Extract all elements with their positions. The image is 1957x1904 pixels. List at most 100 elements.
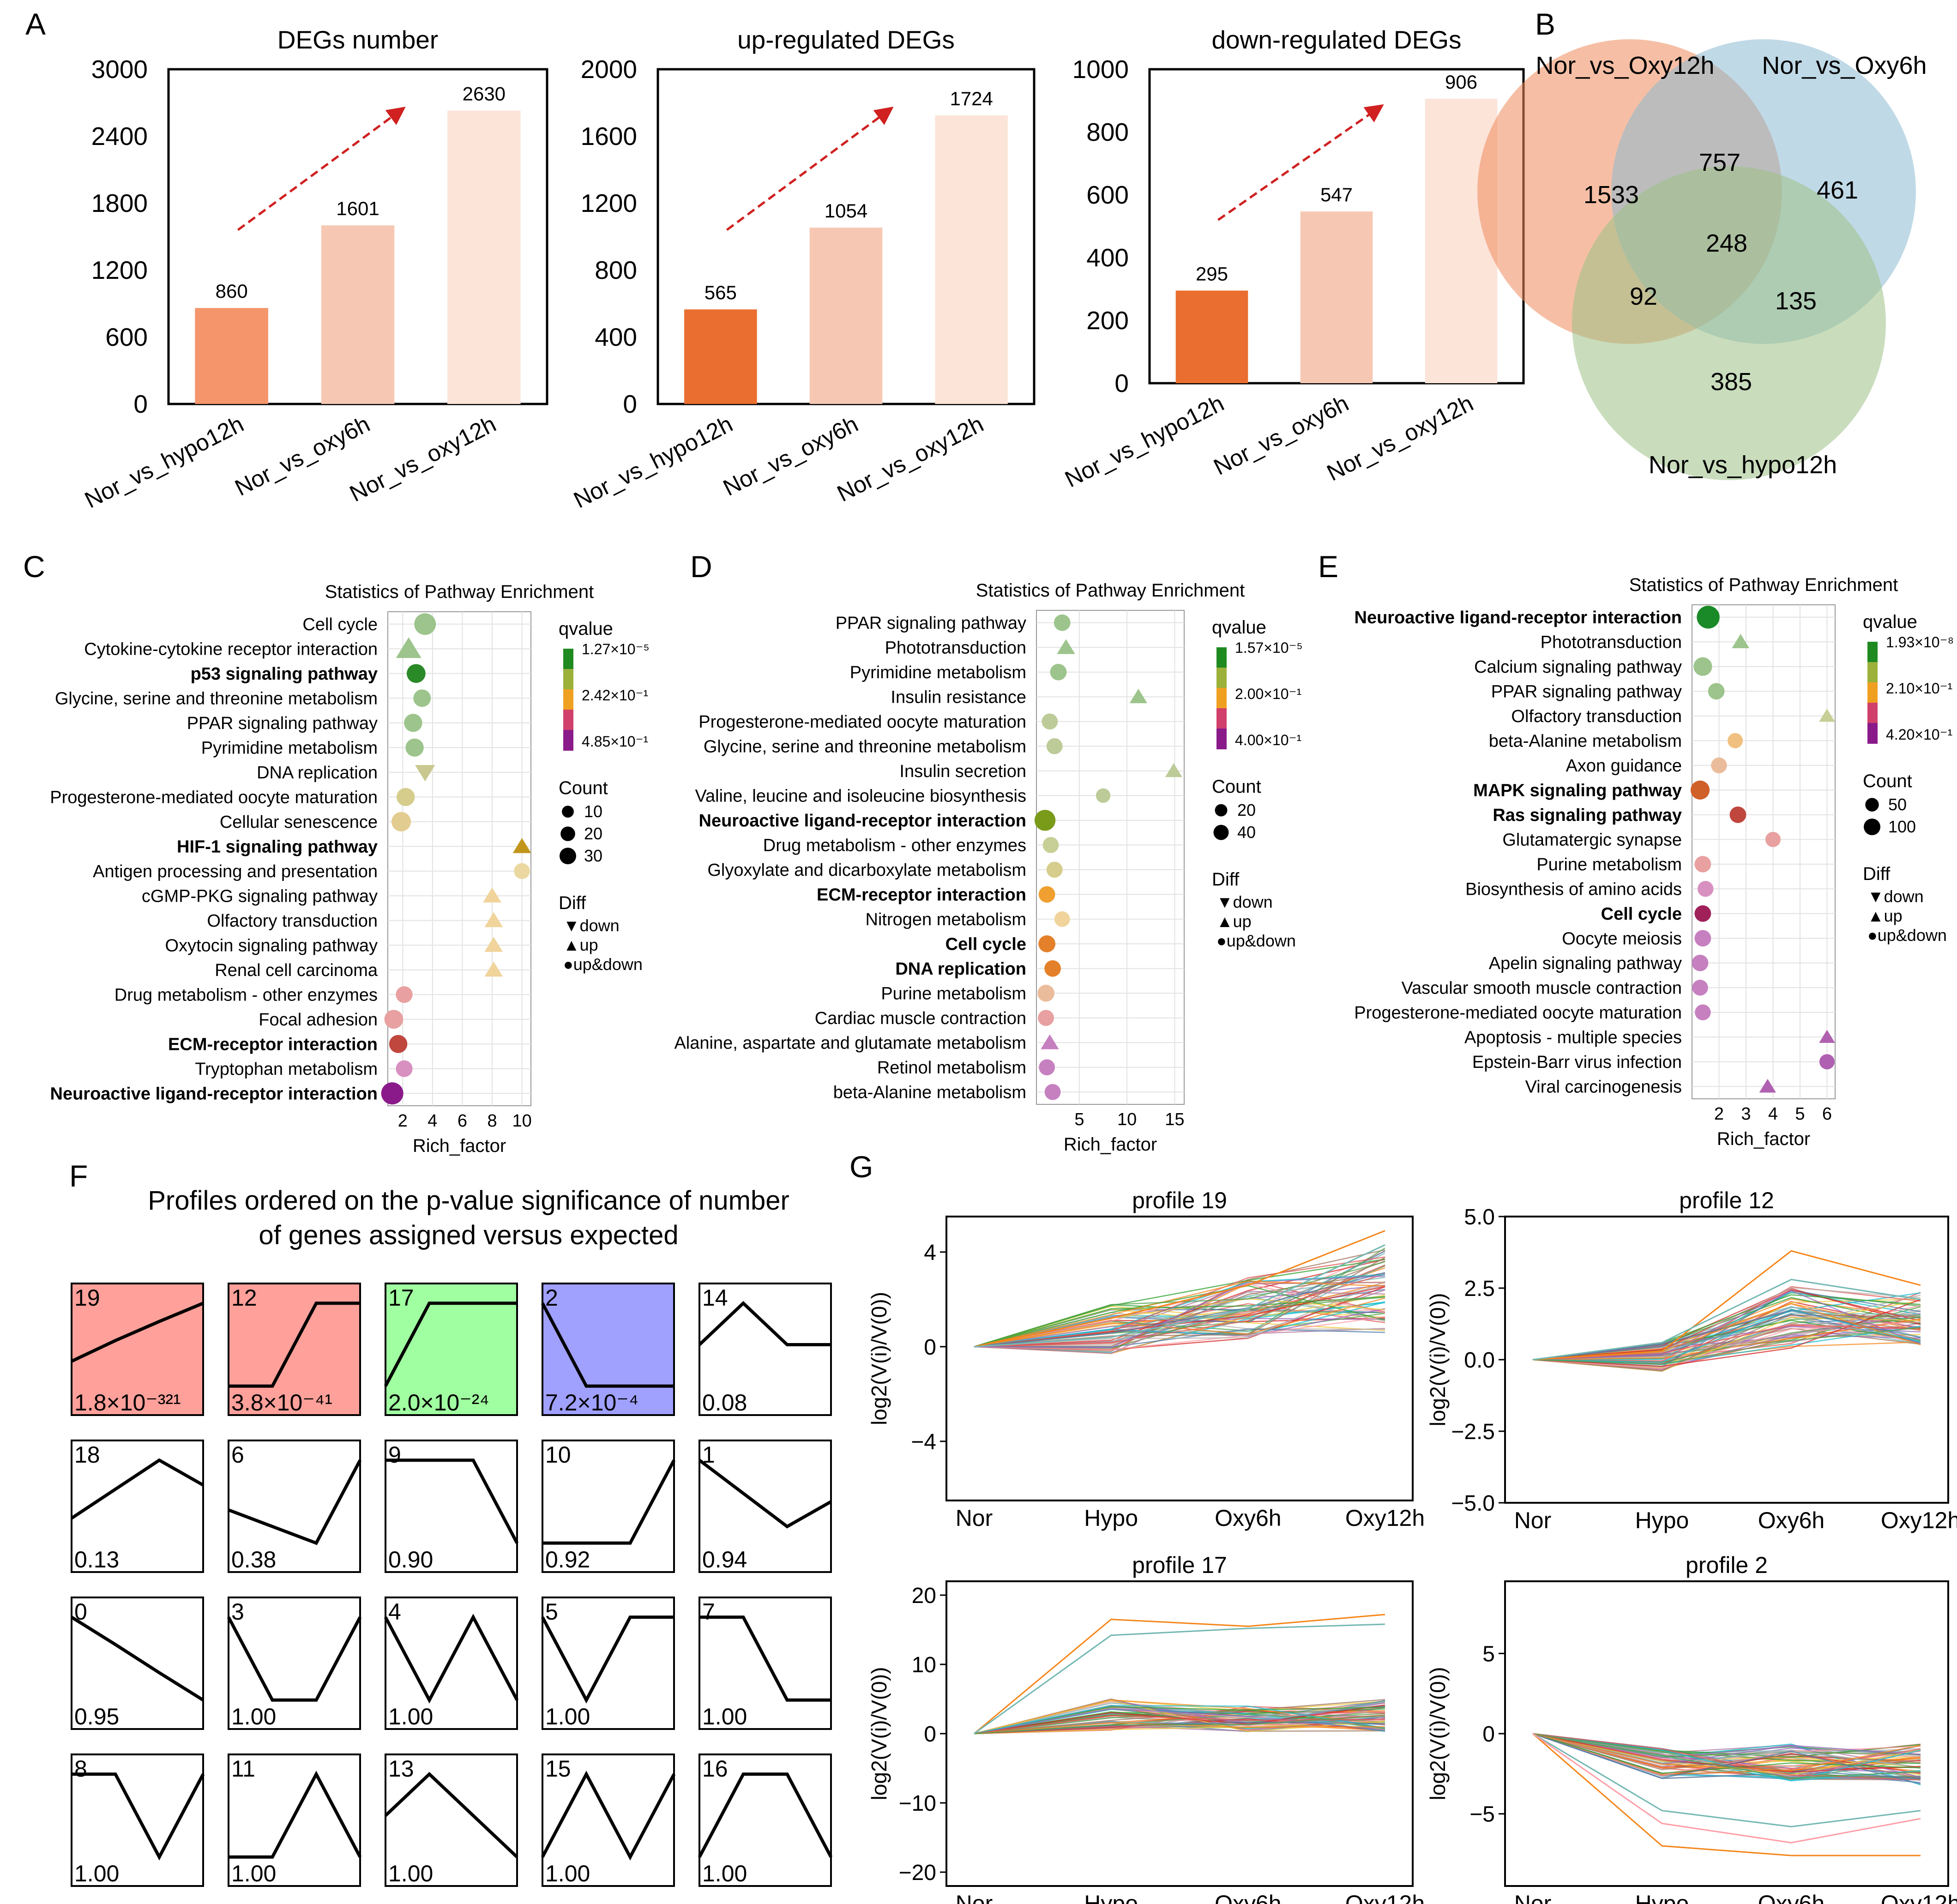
count-legend-label: 20 xyxy=(1237,801,1256,819)
enrichment-point xyxy=(484,912,503,928)
enrichment-point xyxy=(1765,831,1781,847)
chart-title: down-regulated DEGs xyxy=(1211,25,1461,54)
profile-box-7 xyxy=(698,1597,832,1730)
y-tick-label: 600 xyxy=(105,323,148,351)
gene-line xyxy=(974,1296,1385,1348)
count-legend-dot xyxy=(1864,819,1880,835)
profile-pvalue: 1.00 xyxy=(702,1704,747,1729)
y-tick-label: 800 xyxy=(1086,118,1129,146)
profile-pvalue: 0.92 xyxy=(545,1547,590,1573)
gene-line xyxy=(1532,1733,1921,1856)
x-tick-label: 10 xyxy=(1117,1110,1137,1129)
grid-title: of genes assigned versus expected xyxy=(259,1220,678,1250)
enrichment-point xyxy=(1819,1054,1835,1070)
bar-chart-down-regulated: down-regulated DEGs 0 200 400 600 800 1000 295 N… xyxy=(1061,25,1525,492)
profile-id: 8 xyxy=(74,1756,87,1782)
profile-shape xyxy=(542,1459,676,1545)
profile-pvalue: 3.8×10⁻⁴¹ xyxy=(231,1390,332,1416)
colorbar-label: 4.85×10⁻¹ xyxy=(582,733,648,750)
pathway-label: PPAR signaling pathway xyxy=(187,714,378,733)
count-legend-dot xyxy=(1215,804,1228,817)
enrichment-point xyxy=(1038,1010,1054,1026)
profile-pvalue: 1.00 xyxy=(702,1861,747,1886)
y-tick-label: 0 xyxy=(924,1722,936,1747)
colorbar-segment xyxy=(1216,708,1227,729)
legend-title: qvalue xyxy=(1863,612,1917,632)
enrichment-point xyxy=(1692,980,1708,996)
count-legend-dot xyxy=(560,826,575,841)
pathway-label: Glyoxylate and dicarboxylate metabolism xyxy=(707,861,1026,880)
pathway-label: Neuroactive ligand-receptor interaction xyxy=(699,811,1027,831)
panel-label-d: D xyxy=(690,549,712,584)
gene-line xyxy=(1532,1733,1921,1785)
profile-line-plots: profile 19 −4 0 4 Nor Hypo Oxy6h Oxy12h log2(V(i… xyxy=(867,1187,1957,1904)
legend-title: qvalue xyxy=(1212,617,1266,638)
profile-shape xyxy=(541,1771,676,1861)
pathway-label: ECM-receptor interaction xyxy=(168,1035,378,1054)
panel-label-c: C xyxy=(23,549,45,584)
profile-pvalue: 1.00 xyxy=(231,1861,276,1886)
enrichment-point xyxy=(414,613,436,635)
gene-line xyxy=(1532,1733,1921,1781)
profile-id: 19 xyxy=(74,1285,100,1311)
profile-box-6 xyxy=(228,1440,361,1573)
panel-label-g: G xyxy=(849,1150,873,1184)
y-tick-label: 0 xyxy=(133,390,148,418)
enrichment-point xyxy=(512,838,531,853)
line-plot-title: profile 12 xyxy=(1679,1187,1774,1213)
bar-value-label: 547 xyxy=(1320,184,1353,205)
enrichment-point xyxy=(1690,780,1710,800)
pathway-label: Olfactory transduction xyxy=(207,911,378,931)
pathway-label: Glycine, serine and threonine metabolism xyxy=(704,737,1026,756)
legend-title: Diff xyxy=(1863,864,1891,884)
pathway-label: Cell cycle xyxy=(302,615,378,634)
diff-legend-label: ▼down xyxy=(1216,892,1273,911)
enrichment-point xyxy=(1054,614,1071,631)
enrichment-point xyxy=(1695,1004,1711,1020)
y-tick-label: 3000 xyxy=(91,55,148,84)
gene-line xyxy=(974,1316,1385,1350)
profile-box-14 xyxy=(698,1283,832,1416)
pathway-label: Oocyte meiosis xyxy=(1562,929,1682,948)
colorbar-segment xyxy=(1867,642,1878,663)
enrichment-point xyxy=(406,664,426,683)
enrichment-point xyxy=(1819,709,1835,722)
grid-title: Profiles ordered on the p-value signific… xyxy=(148,1186,789,1216)
pathway-label: Drug metabolism - other enzymes xyxy=(114,985,378,1005)
enrichment-point xyxy=(396,637,422,658)
profile-id: 15 xyxy=(545,1756,571,1782)
x-tick-label: Oxy6h xyxy=(1758,1891,1825,1904)
x-tick-label: Hypo xyxy=(1084,1505,1138,1531)
profile-pvalue: 0.90 xyxy=(388,1547,433,1573)
bar-value-label: 1601 xyxy=(336,198,379,219)
x-axis-label: Rich_factor xyxy=(1717,1129,1810,1149)
y-tick-label: −2.5 xyxy=(1451,1420,1495,1444)
line-plot-title: profile 17 xyxy=(1132,1552,1227,1578)
pathway-label: Apelin signaling pathway xyxy=(1489,954,1682,973)
enrichment-point xyxy=(514,863,530,879)
profile-id: 16 xyxy=(702,1756,728,1782)
x-tick-label: Nor xyxy=(956,1505,993,1531)
y-tick-label: 0 xyxy=(1114,369,1129,398)
pathway-label: Apoptosis - multiple species xyxy=(1464,1028,1682,1047)
colorbar-segment xyxy=(1867,662,1878,683)
x-tick-label: 5 xyxy=(1795,1104,1805,1124)
profile-box-1 xyxy=(698,1440,832,1573)
profile-id: 17 xyxy=(388,1285,414,1311)
pathway-label: Nitrogen metabolism xyxy=(866,910,1026,929)
y-tick-label: 1200 xyxy=(581,189,637,217)
pathway-label: Purine metabolism xyxy=(1536,855,1682,874)
pathway-label: beta-Alanine metabolism xyxy=(833,1083,1026,1102)
x-tick-label: Nor xyxy=(1514,1891,1552,1904)
profile-box-8 xyxy=(71,1753,204,1887)
plot-frame xyxy=(945,1216,1414,1501)
y-tick-label: 0.0 xyxy=(1464,1348,1495,1373)
enrichment-point xyxy=(1037,984,1055,1002)
profile-shape xyxy=(698,1772,833,1858)
count-legend-label: 50 xyxy=(1888,795,1907,814)
venn-set-Nor_vs_hypo12h xyxy=(1572,166,1886,480)
profile-id: 5 xyxy=(545,1599,558,1625)
x-tick-label: Nor xyxy=(956,1891,993,1904)
x-axis-label: Rich_factor xyxy=(1064,1134,1157,1155)
